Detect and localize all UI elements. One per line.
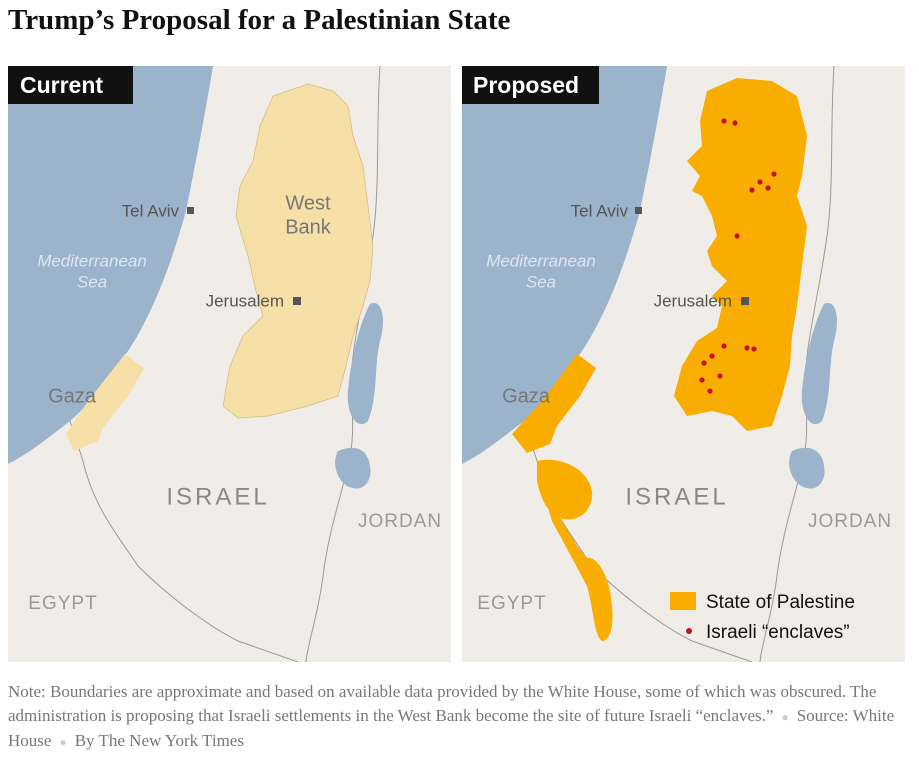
sea-label: Mediterranean — [37, 251, 147, 270]
badge-text: Proposed — [473, 72, 579, 98]
legend-swatch — [670, 592, 696, 610]
title: Trump’s Proposal for a Palestinian State — [8, 4, 511, 36]
country-label: ISRAEL — [166, 483, 269, 510]
note-text: Note: Boundaries are approximate and bas… — [8, 682, 877, 725]
country-label: JORDAN — [358, 511, 442, 532]
current-map: Current Tel Aviv Jerusalem Mediterranean… — [8, 66, 451, 662]
badge — [462, 66, 599, 104]
city-marker — [293, 297, 301, 305]
country-label: EGYPT — [28, 593, 97, 614]
city-marker — [187, 207, 194, 214]
proposed-map: Proposed Tel Aviv Jerusalem Mediterranea… — [462, 66, 906, 662]
city-label: Jerusalem — [654, 291, 732, 310]
source: Source: White House — [8, 706, 895, 750]
sea-label: Mediterranean — [486, 251, 596, 270]
country-label: ISRAEL — [625, 483, 728, 510]
note: Note: Boundaries are approximate and bas… — [8, 682, 895, 750]
enclaves — [699, 118, 777, 394]
city-label: Tel Aviv — [122, 201, 180, 220]
region-label: West — [285, 192, 331, 214]
sea-label: Sea — [526, 272, 556, 291]
legend-label: State of Palestine — [706, 592, 855, 613]
city-marker — [741, 297, 749, 305]
legend-label: Israeli “enclaves” — [706, 622, 850, 643]
base-map — [8, 66, 451, 662]
badge-text: Current — [20, 72, 103, 98]
gaza-area — [66, 354, 144, 451]
byline: By The New York Times — [74, 731, 244, 750]
city-label: Jerusalem — [206, 291, 284, 310]
country-label: EGYPT — [477, 593, 546, 614]
palestine-west-bank — [674, 78, 807, 431]
palestine-gaza — [512, 354, 596, 453]
badge — [8, 66, 133, 104]
palestine-south — [537, 471, 613, 641]
country-label: JORDAN — [808, 511, 892, 532]
legend-swatch — [686, 628, 692, 634]
sea-label: Sea — [77, 272, 107, 291]
west-bank — [222, 83, 374, 419]
gaza-label: Gaza — [502, 385, 551, 407]
city-marker — [635, 207, 642, 214]
city-label: Tel Aviv — [571, 201, 629, 220]
gaza-label: Gaza — [48, 385, 97, 407]
region-label: Bank — [285, 216, 332, 238]
